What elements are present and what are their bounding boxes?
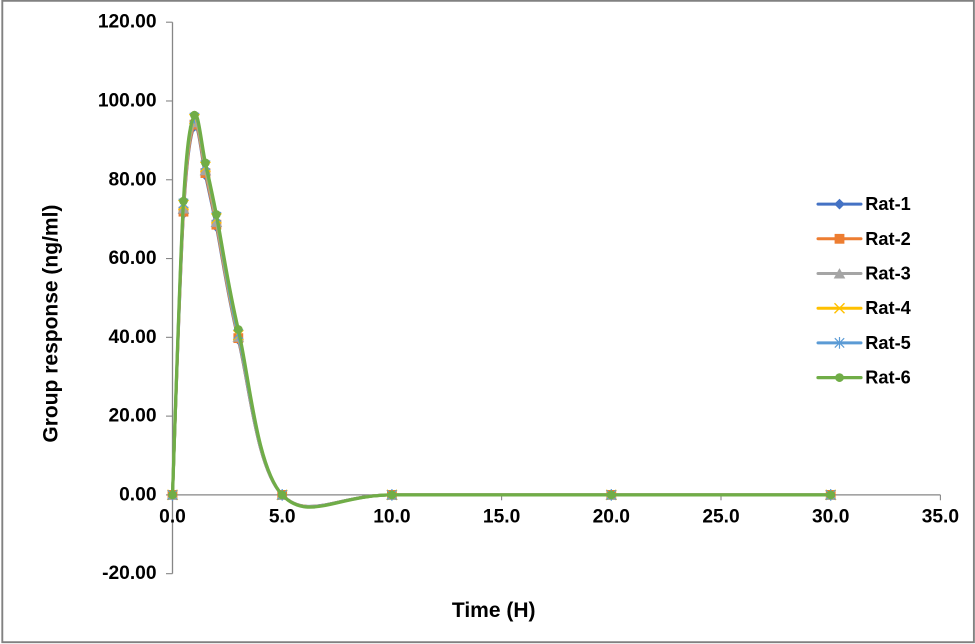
svg-text:40.00: 40.00 (108, 327, 156, 348)
svg-text:15.0: 15.0 (483, 507, 520, 528)
svg-text:Rat-2: Rat-2 (865, 229, 910, 249)
svg-text:-20.00: -20.00 (102, 563, 156, 584)
svg-text:120.00: 120.00 (98, 12, 157, 33)
svg-text:0.00: 0.00 (119, 484, 156, 505)
svg-text:Rat-3: Rat-3 (865, 264, 910, 284)
svg-text:25.0: 25.0 (702, 507, 739, 528)
svg-text:0.0: 0.0 (159, 507, 186, 528)
svg-text:35.0: 35.0 (922, 507, 959, 528)
svg-text:80.00: 80.00 (108, 169, 156, 190)
svg-text:5.0: 5.0 (269, 507, 296, 528)
svg-text:Rat-4: Rat-4 (865, 298, 911, 318)
svg-text:60.00: 60.00 (108, 248, 156, 269)
svg-text:Rat-6: Rat-6 (865, 368, 910, 388)
svg-text:Group response (ng/ml): Group response (ng/ml) (40, 205, 63, 443)
svg-text:30.0: 30.0 (812, 507, 849, 528)
svg-text:Time (H): Time (H) (452, 599, 536, 622)
svg-text:Rat-5: Rat-5 (865, 333, 910, 353)
svg-text:Rat-1: Rat-1 (865, 194, 910, 214)
svg-text:20.00: 20.00 (108, 406, 156, 427)
svg-text:20.0: 20.0 (593, 507, 630, 528)
svg-text:10.0: 10.0 (373, 507, 410, 528)
svg-text:100.00: 100.00 (98, 90, 157, 111)
